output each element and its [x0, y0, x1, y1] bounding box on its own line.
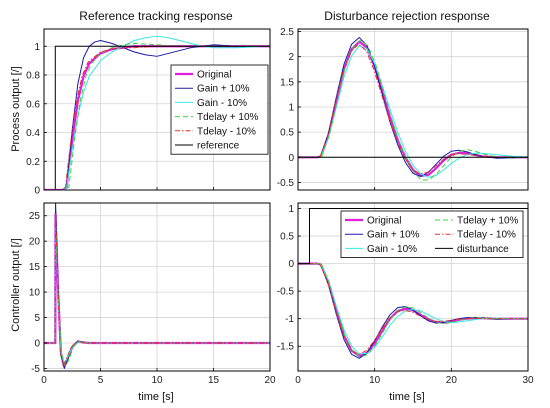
y-tick-label: 0.5 [280, 232, 294, 243]
y-tick-label: 2.5 [280, 27, 294, 38]
series-group [44, 203, 270, 369]
legend-label: disturbance [457, 244, 509, 255]
y-tick-label: 5 [34, 313, 40, 324]
series-line-gain-minus [298, 263, 528, 355]
legend-label: Original [367, 216, 401, 227]
series-line-tdelay-plus [298, 40, 528, 181]
series-line-tdelay-minus [44, 213, 270, 367]
y-tick-label: 0.2 [26, 157, 40, 168]
y-tick-label: 25 [29, 211, 41, 222]
y-tick-label: 15 [29, 262, 41, 273]
series-group [44, 35, 270, 190]
y-tick-label: 2 [288, 52, 294, 63]
legend-label: Original [197, 70, 231, 81]
series-group [298, 37, 528, 181]
series-line-gain-minus [298, 45, 528, 178]
y-tick-label: 0.4 [26, 128, 40, 139]
legend-label: Tdelay + 10% [457, 216, 519, 227]
y-tick-label: 0.8 [26, 71, 40, 82]
legend-label: Gain + 10% [367, 230, 420, 241]
y-tick-label: 1 [34, 42, 40, 53]
legend-reference-tracking: Original Gain + 10% Gain - 10% Tdelay + 10%… [170, 64, 269, 155]
y-tick-label: 20 [29, 237, 41, 248]
y-tick-label: 10 [29, 288, 41, 299]
y-tick-label: 0 [288, 153, 294, 164]
series-group [298, 208, 528, 359]
legend-label: Tdelay + 10% [197, 112, 259, 123]
y-tick-label: 1.5 [280, 77, 294, 88]
x-tick-label: 10 [369, 375, 381, 386]
series-line-reference [44, 45, 270, 190]
xlabel-time-right: time [s] [389, 391, 424, 403]
y-tick-label: -1.5 [277, 342, 295, 353]
y-tick-label: 0 [34, 339, 40, 350]
legend-disturbance-rejection: Original Tdelay + 10% Gain + 10% Tdelay - 1… [340, 210, 524, 258]
y-tick-label: 0 [34, 186, 40, 197]
x-tick-label: 5 [98, 375, 104, 386]
x-tick-label: 30 [522, 375, 534, 386]
y-tick-label: 1 [288, 102, 294, 113]
ylabel-process-output: Process output [/] [10, 66, 22, 152]
x-tick-label: 20 [446, 375, 458, 386]
y-tick-label: -0.5 [277, 178, 295, 189]
series-line-tdelay-minus [298, 43, 528, 175]
xlabel-time-left: time [s] [138, 391, 173, 403]
axes-frame [297, 28, 529, 191]
y-tick-label: 1 [288, 204, 294, 215]
legend-box [170, 64, 269, 155]
series-line-reference [298, 208, 528, 265]
y-tick-label: 0 [288, 259, 294, 270]
legend-label: Tdelay - 10% [197, 126, 256, 137]
series-line-tdelay-plus [44, 42, 270, 190]
x-tick-label: 0 [295, 375, 301, 386]
series-line-tdelay-plus [298, 263, 528, 358]
legend-label: Tdelay - 10% [457, 230, 516, 241]
legend-label: Gain + 10% [197, 84, 250, 95]
title-ref-output: Reference tracking response [79, 9, 233, 23]
x-tick-label: 15 [208, 375, 220, 386]
y-tick-label: -5 [31, 364, 40, 375]
x-tick-label: 10 [151, 375, 163, 386]
legend-label: Gain - 10% [367, 244, 417, 255]
axes-frame [297, 202, 529, 372]
legend-box [340, 210, 524, 258]
x-tick-label: 20 [264, 375, 276, 386]
legend-label: reference [197, 141, 240, 152]
y-tick-label: 0.6 [26, 99, 40, 110]
x-tick-label: 0 [41, 375, 47, 386]
y-tick-label: -0.5 [277, 287, 295, 298]
legend-label: Gain - 10% [197, 98, 247, 109]
panel-disturbance-rejection-output: -0.5 0 0.5 1 1.5 2 2.5 [277, 27, 529, 191]
ylabel-controller-output: Controller output [/] [10, 238, 22, 332]
y-tick-label: 0.5 [280, 128, 294, 139]
title-dist-output: Disturbance rejection response [324, 9, 490, 23]
plot-area [298, 29, 528, 190]
y-tick-label: -1 [285, 314, 294, 325]
